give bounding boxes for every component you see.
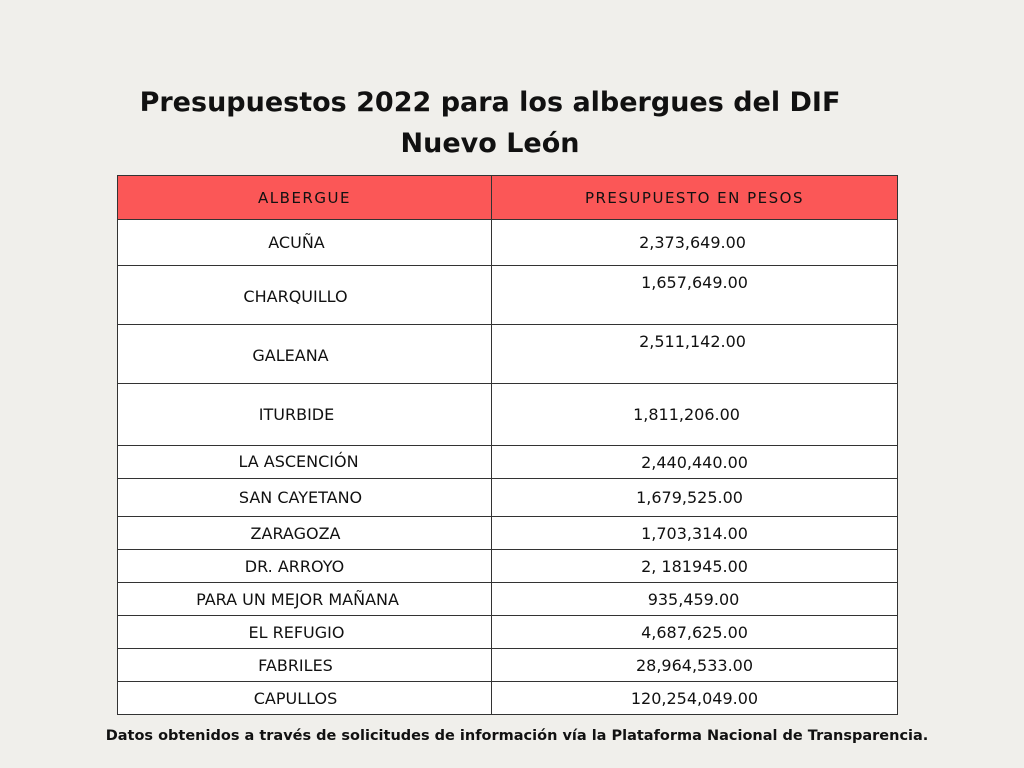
albergue-cell: SAN CAYETANO — [117, 478, 492, 517]
presupuesto-value: 2,373,649.00 — [639, 233, 746, 252]
albergue-name: CHARQUILLO — [243, 286, 348, 306]
table-row: GALEANA 2,511,142.00 — [117, 324, 898, 384]
presupuesto-cell: 935,459.00 — [491, 582, 898, 616]
albergue-name: GALEANA — [252, 345, 329, 365]
albergue-name: CAPULLOS — [253, 688, 338, 708]
table-row: CAPULLOS 120,254,049.00 — [117, 681, 898, 715]
presupuesto-value: 2,511,142.00 — [639, 332, 746, 351]
presupuesto-value: 120,254,049.00 — [630, 688, 759, 708]
presupuesto-value: 4,687,625.00 — [641, 622, 748, 642]
table-row: LA ASCENCIÓN 2,440,440.00 — [117, 445, 898, 479]
presupuesto-value: 28,964,533.00 — [635, 655, 754, 675]
presupuesto-cell: 28,964,533.00 — [491, 648, 898, 682]
table-row: EL REFUGIO 4,687,625.00 — [117, 615, 898, 649]
albergue-cell: LA ASCENCIÓN — [117, 445, 492, 479]
albergue-name: ACUÑA — [268, 233, 325, 252]
table-row: FABRILES 28,964,533.00 — [117, 648, 898, 682]
albergue-cell: EL REFUGIO — [117, 615, 492, 649]
source-note: Datos obtenidos a través de solicitudes … — [105, 728, 929, 744]
presupuesto-value: 2,440,440.00 — [641, 452, 748, 472]
albergue-cell: DR. ARROYO — [117, 549, 492, 583]
page-title: Presupuestos 2022 para los albergues del… — [139, 87, 841, 159]
presupuesto-cell: 2, 181945.00 — [491, 549, 898, 583]
column-header-presupuesto: PRESUPUESTO EN PESOS — [491, 175, 898, 220]
presupuesto-cell: 2,511,142.00 — [491, 324, 898, 384]
column-header-albergue: ALBERGUE — [117, 175, 492, 220]
presupuesto-cell: 1,703,314.00 — [491, 516, 898, 550]
albergue-name: FABRILES — [258, 655, 333, 675]
presupuesto-cell: 2,440,440.00 — [491, 445, 898, 479]
albergue-name: ZARAGOZA — [250, 523, 341, 543]
presupuesto-value: 1,703,314.00 — [641, 523, 748, 543]
presupuesto-value: 1,811,206.00 — [633, 405, 740, 424]
table-row: ZARAGOZA 1,703,314.00 — [117, 516, 898, 550]
albergue-cell: ITURBIDE — [117, 383, 492, 446]
albergue-cell: CHARQUILLO — [117, 265, 492, 325]
table-row: ACUÑA 2,373,649.00 — [117, 219, 898, 266]
albergue-cell: GALEANA — [117, 324, 492, 384]
table-row: ITURBIDE 1,811,206.00 — [117, 383, 898, 446]
presupuesto-value: 1,657,649.00 — [641, 273, 748, 292]
albergue-name: EL REFUGIO — [248, 622, 345, 642]
presupuesto-value: 2, 181945.00 — [641, 556, 748, 576]
budget-table: ALBERGUE PRESUPUESTO EN PESOS ACUÑA 2,37… — [117, 175, 898, 715]
presupuesto-cell: 1,811,206.00 — [491, 383, 898, 446]
albergue-name: ITURBIDE — [258, 405, 335, 424]
albergue-cell: ACUÑA — [117, 219, 492, 266]
table-row: CHARQUILLO 1,657,649.00 — [117, 265, 898, 325]
albergue-name: SAN CAYETANO — [238, 488, 363, 507]
albergue-cell: ZARAGOZA — [117, 516, 492, 550]
albergue-name: DR. ARROYO — [244, 556, 345, 576]
presupuesto-cell: 4,687,625.00 — [491, 615, 898, 649]
albergue-name: LA ASCENCIÓN — [238, 451, 359, 471]
albergue-cell: FABRILES — [117, 648, 492, 682]
budget-table-container: ALBERGUE PRESUPUESTO EN PESOS ACUÑA 2,37… — [117, 175, 898, 715]
presupuesto-value: 935,459.00 — [647, 589, 740, 609]
table-header-row: ALBERGUE PRESUPUESTO EN PESOS — [117, 175, 898, 220]
presupuesto-cell: 1,679,525.00 — [491, 478, 898, 517]
albergue-cell: CAPULLOS — [117, 681, 492, 715]
albergue-cell: PARA UN MEJOR MAÑANA — [117, 582, 492, 616]
table-row: PARA UN MEJOR MAÑANA 935,459.00 — [117, 582, 898, 616]
presupuesto-cell: 120,254,049.00 — [491, 681, 898, 715]
presupuesto-cell: 1,657,649.00 — [491, 265, 898, 325]
table-row: DR. ARROYO 2, 181945.00 — [117, 549, 898, 583]
presupuesto-cell: 2,373,649.00 — [491, 219, 898, 266]
table-row: SAN CAYETANO 1,679,525.00 — [117, 478, 898, 517]
albergue-name: PARA UN MEJOR MAÑANA — [196, 589, 399, 609]
presupuesto-value: 1,679,525.00 — [636, 488, 743, 507]
